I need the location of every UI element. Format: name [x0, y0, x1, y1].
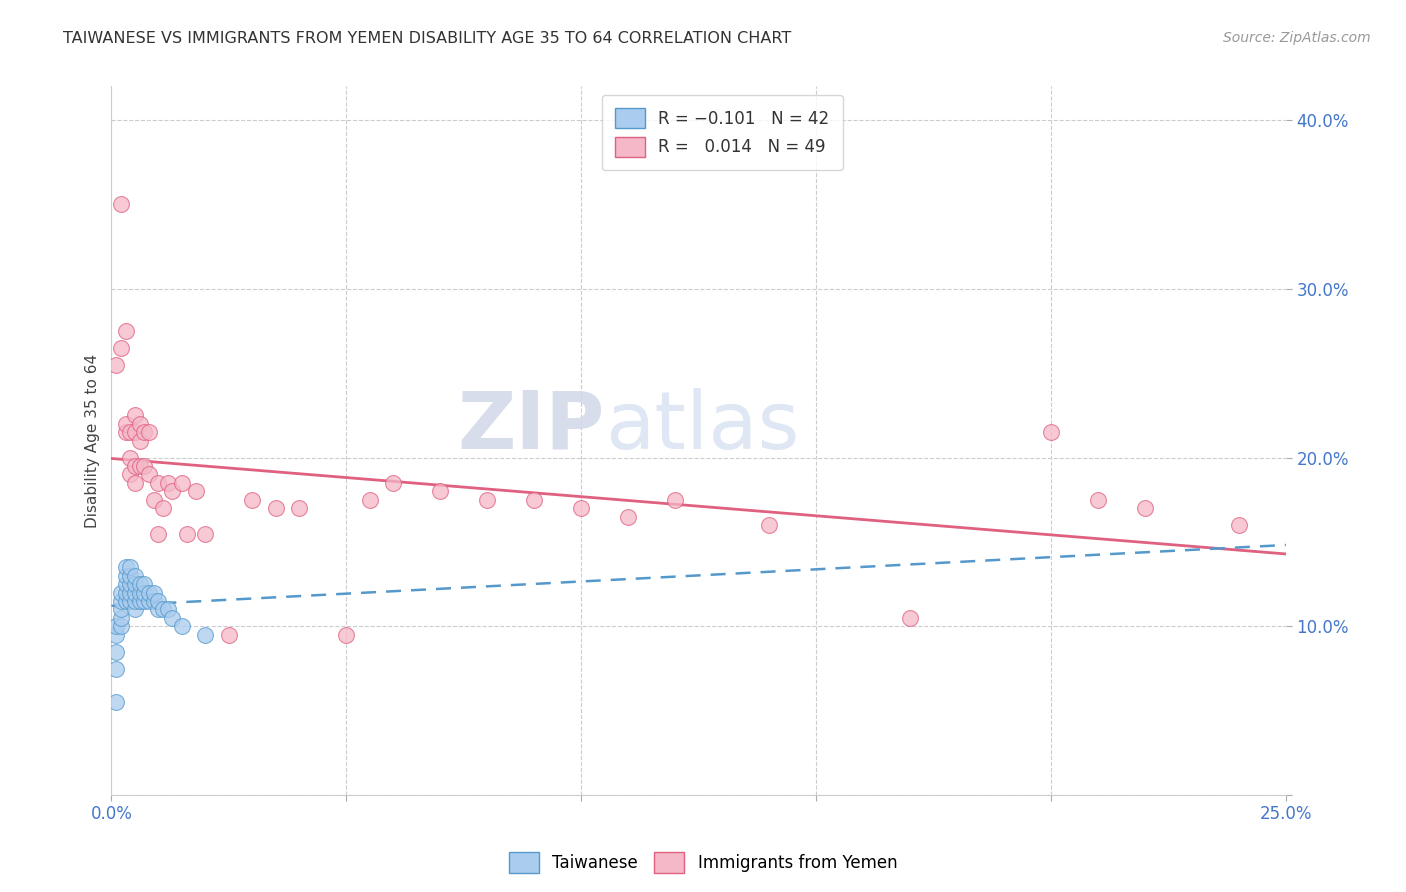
- Point: [120, 585, 142, 599]
- Point: [124, 577, 146, 591]
- Legend: Taiwanese, Immigrants from Yemen: Taiwanese, Immigrants from Yemen: [502, 846, 904, 880]
- Point: [120, 450, 142, 465]
- Point: [110, 619, 132, 633]
- Point: [170, 619, 193, 633]
- Point: [138, 594, 160, 608]
- Point: [134, 425, 156, 440]
- Point: [142, 585, 165, 599]
- Point: [142, 594, 165, 608]
- Text: TAIWANESE VS IMMIGRANTS FROM YEMEN DISABILITY AGE 35 TO 64 CORRELATION CHART: TAIWANESE VS IMMIGRANTS FROM YEMEN DISAB…: [63, 31, 792, 46]
- Point: [1087, 492, 1109, 507]
- Point: [128, 434, 150, 448]
- Point: [105, 619, 128, 633]
- Point: [1133, 501, 1156, 516]
- Point: [569, 501, 592, 516]
- Point: [105, 645, 128, 659]
- Point: [218, 628, 240, 642]
- Point: [120, 577, 142, 591]
- Point: [288, 501, 311, 516]
- Text: Source: ZipAtlas.com: Source: ZipAtlas.com: [1223, 31, 1371, 45]
- Point: [114, 568, 136, 582]
- Point: [335, 628, 357, 642]
- Point: [1040, 425, 1063, 440]
- Point: [148, 594, 170, 608]
- Point: [134, 594, 156, 608]
- Legend: R = −0.101   N = 42, R =   0.014   N = 49: R = −0.101 N = 42, R = 0.014 N = 49: [602, 95, 842, 170]
- Y-axis label: Disability Age 35 to 64: Disability Age 35 to 64: [86, 353, 100, 528]
- Point: [128, 577, 150, 591]
- Point: [477, 492, 499, 507]
- Point: [898, 611, 921, 625]
- Point: [162, 484, 184, 499]
- Point: [120, 560, 142, 574]
- Point: [758, 518, 780, 533]
- Point: [124, 475, 146, 490]
- Point: [120, 568, 142, 582]
- Point: [134, 585, 156, 599]
- Point: [429, 484, 451, 499]
- Point: [120, 594, 142, 608]
- Point: [124, 585, 146, 599]
- Point: [110, 585, 132, 599]
- Point: [148, 526, 170, 541]
- Point: [152, 501, 174, 516]
- Point: [170, 475, 193, 490]
- Text: atlas: atlas: [605, 387, 799, 466]
- Point: [184, 484, 207, 499]
- Point: [359, 492, 381, 507]
- Point: [162, 611, 184, 625]
- Point: [110, 197, 132, 211]
- Point: [152, 602, 174, 616]
- Point: [114, 577, 136, 591]
- Point: [148, 475, 170, 490]
- Point: [128, 594, 150, 608]
- Point: [114, 585, 136, 599]
- Point: [128, 458, 150, 473]
- Point: [114, 425, 136, 440]
- Point: [105, 358, 128, 372]
- Point: [114, 560, 136, 574]
- Point: [138, 585, 160, 599]
- Point: [264, 501, 287, 516]
- Point: [124, 409, 146, 423]
- Point: [142, 492, 165, 507]
- Point: [124, 602, 146, 616]
- Point: [194, 628, 217, 642]
- Text: ZIP: ZIP: [457, 387, 605, 466]
- Point: [105, 661, 128, 675]
- Point: [156, 475, 179, 490]
- Point: [240, 492, 263, 507]
- Point: [105, 628, 128, 642]
- Point: [110, 594, 132, 608]
- Point: [124, 458, 146, 473]
- Point: [194, 526, 217, 541]
- Point: [523, 492, 546, 507]
- Point: [138, 425, 160, 440]
- Point: [110, 341, 132, 355]
- Point: [617, 509, 640, 524]
- Point: [124, 568, 146, 582]
- Point: [105, 695, 128, 709]
- Point: [134, 458, 156, 473]
- Point: [1227, 518, 1250, 533]
- Point: [664, 492, 686, 507]
- Point: [176, 526, 198, 541]
- Point: [134, 577, 156, 591]
- Point: [128, 585, 150, 599]
- Point: [124, 425, 146, 440]
- Point: [110, 602, 132, 616]
- Point: [114, 417, 136, 431]
- Point: [120, 425, 142, 440]
- Point: [114, 324, 136, 338]
- Point: [110, 611, 132, 625]
- Point: [128, 417, 150, 431]
- Point: [124, 594, 146, 608]
- Point: [156, 602, 179, 616]
- Point: [114, 594, 136, 608]
- Point: [148, 602, 170, 616]
- Point: [120, 467, 142, 482]
- Point: [138, 467, 160, 482]
- Point: [382, 475, 405, 490]
